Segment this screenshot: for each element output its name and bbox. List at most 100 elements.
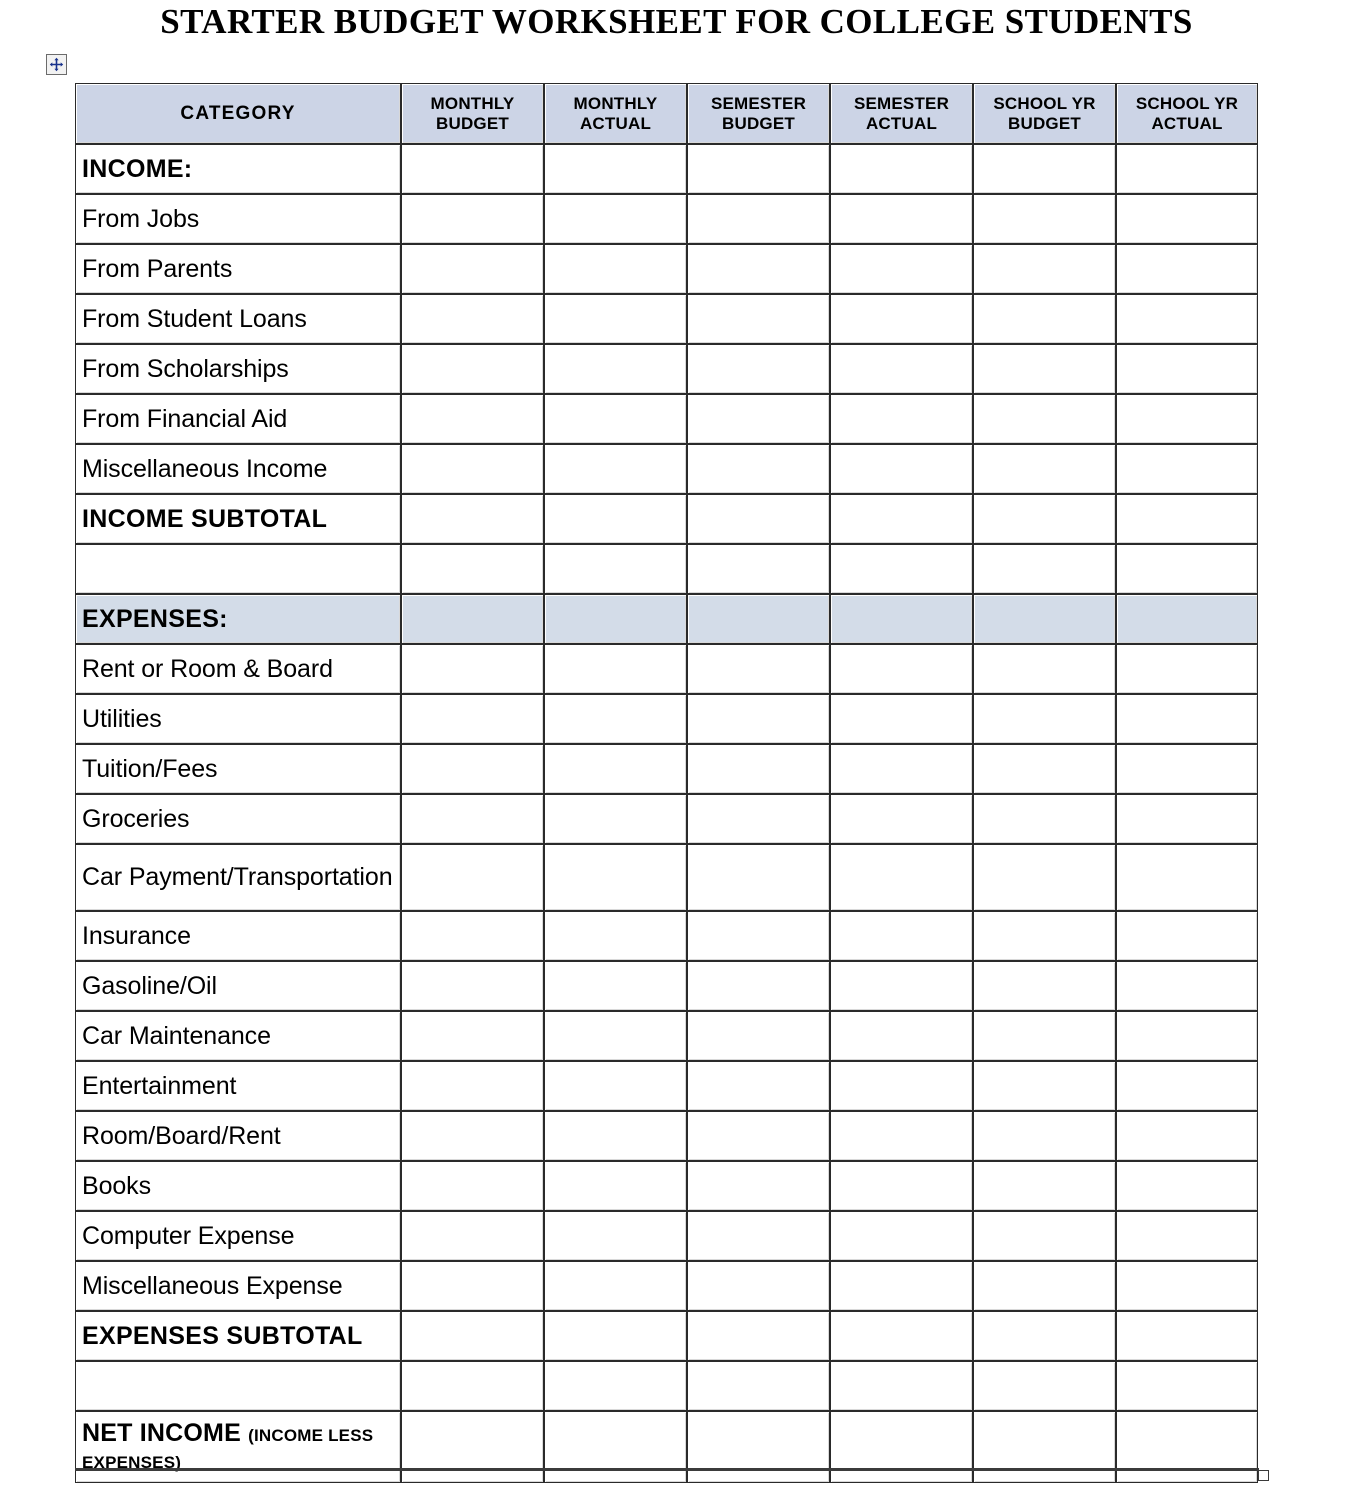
cell-semester_actual[interactable] — [830, 1161, 973, 1211]
cell-semester_actual[interactable] — [830, 911, 973, 961]
row-category-label[interactable] — [75, 544, 401, 594]
cell-monthly_actual[interactable] — [544, 1161, 687, 1211]
cell-schoolyr_budget[interactable] — [973, 1061, 1116, 1111]
cell-monthly_budget[interactable] — [401, 1261, 544, 1311]
row-category-label[interactable]: EXPENSES SUBTOTAL — [75, 1311, 401, 1361]
cell-schoolyr_budget[interactable] — [973, 1311, 1116, 1361]
cell-monthly_budget[interactable] — [401, 1111, 544, 1161]
cell-monthly_budget[interactable] — [401, 1311, 544, 1361]
cell-monthly_actual[interactable] — [544, 1411, 687, 1483]
cell-semester_actual[interactable] — [830, 1111, 973, 1161]
cell-semester_actual[interactable] — [830, 744, 973, 794]
cell-schoolyr_actual[interactable] — [1116, 694, 1258, 744]
table-resize-handle-icon[interactable] — [1258, 1470, 1269, 1481]
cell-monthly_budget[interactable] — [401, 744, 544, 794]
cell-monthly_actual[interactable] — [544, 744, 687, 794]
cell-semester_budget[interactable] — [687, 394, 830, 444]
cell-schoolyr_actual[interactable] — [1116, 844, 1258, 911]
cell-monthly_budget[interactable] — [401, 1061, 544, 1111]
cell-semester_budget[interactable] — [687, 1211, 830, 1261]
cell-schoolyr_actual[interactable] — [1116, 544, 1258, 594]
cell-semester_budget[interactable] — [687, 1261, 830, 1311]
cell-semester_actual[interactable] — [830, 1311, 973, 1361]
cell-monthly_actual[interactable] — [544, 494, 687, 544]
cell-monthly_budget[interactable] — [401, 911, 544, 961]
cell-monthly_budget[interactable] — [401, 1011, 544, 1061]
cell-schoolyr_actual[interactable] — [1116, 1011, 1258, 1061]
cell-semester_budget[interactable] — [687, 594, 830, 644]
cell-schoolyr_budget[interactable] — [973, 344, 1116, 394]
cell-schoolyr_actual[interactable] — [1116, 394, 1258, 444]
cell-semester_actual[interactable] — [830, 844, 973, 911]
cell-monthly_actual[interactable] — [544, 644, 687, 694]
cell-schoolyr_budget[interactable] — [973, 494, 1116, 544]
row-category-label[interactable]: Car Maintenance — [75, 1011, 401, 1061]
cell-semester_budget[interactable] — [687, 694, 830, 744]
row-category-label[interactable]: Entertainment — [75, 1061, 401, 1111]
cell-monthly_budget[interactable] — [401, 294, 544, 344]
row-category-label[interactable]: INCOME: — [75, 144, 401, 194]
cell-semester_actual[interactable] — [830, 444, 973, 494]
row-category-label[interactable]: Groceries — [75, 794, 401, 844]
row-category-label[interactable]: Computer Expense — [75, 1211, 401, 1261]
cell-monthly_actual[interactable] — [544, 444, 687, 494]
cell-semester_budget[interactable] — [687, 144, 830, 194]
cell-schoolyr_actual[interactable] — [1116, 244, 1258, 294]
cell-monthly_actual[interactable] — [544, 594, 687, 644]
cell-monthly_actual[interactable] — [544, 1311, 687, 1361]
cell-semester_budget[interactable] — [687, 344, 830, 394]
row-category-label[interactable]: Miscellaneous Income — [75, 444, 401, 494]
cell-monthly_actual[interactable] — [544, 1211, 687, 1261]
cell-semester_budget[interactable] — [687, 644, 830, 694]
cell-schoolyr_actual[interactable] — [1116, 144, 1258, 194]
cell-schoolyr_actual[interactable] — [1116, 1411, 1258, 1483]
cell-schoolyr_actual[interactable] — [1116, 1261, 1258, 1311]
cell-schoolyr_budget[interactable] — [973, 194, 1116, 244]
cell-monthly_actual[interactable] — [544, 244, 687, 294]
cell-schoolyr_budget[interactable] — [973, 244, 1116, 294]
row-category-label[interactable]: From Scholarships — [75, 344, 401, 394]
cell-schoolyr_actual[interactable] — [1116, 961, 1258, 1011]
cell-schoolyr_actual[interactable] — [1116, 1111, 1258, 1161]
cell-semester_actual[interactable] — [830, 1211, 973, 1261]
cell-monthly_actual[interactable] — [544, 911, 687, 961]
cell-semester_budget[interactable] — [687, 961, 830, 1011]
cell-monthly_budget[interactable] — [401, 1361, 544, 1411]
cell-semester_actual[interactable] — [830, 1361, 973, 1411]
cell-schoolyr_budget[interactable] — [973, 794, 1116, 844]
cell-monthly_budget[interactable] — [401, 794, 544, 844]
cell-schoolyr_actual[interactable] — [1116, 744, 1258, 794]
cell-monthly_actual[interactable] — [544, 294, 687, 344]
row-category-label[interactable]: EXPENSES: — [75, 594, 401, 644]
cell-semester_budget[interactable] — [687, 1411, 830, 1483]
cell-semester_actual[interactable] — [830, 144, 973, 194]
cell-semester_budget[interactable] — [687, 911, 830, 961]
row-category-label[interactable]: From Parents — [75, 244, 401, 294]
cell-semester_budget[interactable] — [687, 844, 830, 911]
cell-monthly_budget[interactable] — [401, 644, 544, 694]
row-category-label[interactable]: Tuition/Fees — [75, 744, 401, 794]
cell-schoolyr_actual[interactable] — [1116, 494, 1258, 544]
cell-monthly_budget[interactable] — [401, 394, 544, 444]
cell-monthly_budget[interactable] — [401, 244, 544, 294]
cell-semester_actual[interactable] — [830, 194, 973, 244]
cell-semester_actual[interactable] — [830, 394, 973, 444]
row-category-label[interactable]: Utilities — [75, 694, 401, 744]
cell-schoolyr_actual[interactable] — [1116, 1061, 1258, 1111]
table-move-handle-icon[interactable] — [46, 54, 67, 75]
cell-schoolyr_budget[interactable] — [973, 594, 1116, 644]
cell-monthly_actual[interactable] — [544, 794, 687, 844]
cell-semester_actual[interactable] — [830, 1261, 973, 1311]
cell-semester_budget[interactable] — [687, 544, 830, 594]
cell-schoolyr_budget[interactable] — [973, 394, 1116, 444]
cell-semester_budget[interactable] — [687, 294, 830, 344]
cell-schoolyr_budget[interactable] — [973, 144, 1116, 194]
cell-monthly_actual[interactable] — [544, 1361, 687, 1411]
cell-schoolyr_actual[interactable] — [1116, 911, 1258, 961]
cell-schoolyr_budget[interactable] — [973, 1211, 1116, 1261]
cell-semester_actual[interactable] — [830, 244, 973, 294]
cell-semester_actual[interactable] — [830, 1061, 973, 1111]
cell-monthly_actual[interactable] — [544, 694, 687, 744]
cell-semester_actual[interactable] — [830, 494, 973, 544]
cell-monthly_budget[interactable] — [401, 594, 544, 644]
